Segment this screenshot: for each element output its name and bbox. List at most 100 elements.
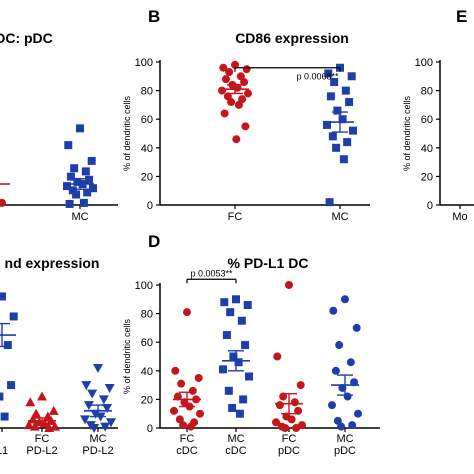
data-point — [335, 341, 344, 350]
data-point — [24, 420, 34, 430]
x-tick-label: cDC — [225, 445, 246, 457]
x-tick-label: MC — [336, 433, 353, 445]
data-point — [331, 366, 340, 375]
data-point — [65, 199, 74, 208]
x-tick-label: Mo — [452, 211, 467, 223]
data-point — [177, 379, 186, 388]
series-0 — [63, 124, 97, 208]
significance-annotation: p 0.0053** — [186, 268, 237, 284]
data-point — [245, 372, 253, 381]
x-tick-label: cDC — [176, 445, 197, 457]
significance-annotation: p 0.0068** — [234, 67, 341, 82]
data-point — [102, 403, 113, 413]
data-point — [93, 363, 103, 373]
x-tick-label: FC — [282, 433, 297, 445]
x-tick-label: PD-L2 — [26, 445, 57, 457]
panel-title: % PD-L1 DC — [228, 255, 309, 271]
data-point — [220, 109, 229, 118]
p-value-label: p 0.0068** — [296, 72, 339, 82]
data-point — [222, 331, 231, 340]
data-point — [228, 403, 237, 412]
data-point — [179, 421, 188, 430]
data-point — [234, 100, 243, 109]
data-point — [0, 292, 6, 301]
data-point — [63, 182, 71, 191]
data-point — [50, 421, 60, 431]
x-tick-label: FC — [180, 433, 195, 445]
data-point — [83, 401, 94, 411]
y-tick-label: 40 — [421, 143, 433, 155]
data-point — [66, 172, 75, 181]
data-point — [31, 408, 42, 418]
y-tick-label: 0 — [147, 200, 153, 212]
data-point — [341, 86, 350, 95]
data-point — [72, 190, 81, 199]
data-point — [352, 323, 361, 332]
data-point — [89, 424, 100, 433]
data-point — [7, 381, 16, 390]
data-point — [87, 156, 96, 165]
series-0 — [0, 292, 18, 421]
y-tick-label: 80 — [141, 86, 153, 98]
x-tick-label: FC — [228, 211, 243, 223]
data-point — [232, 135, 241, 144]
data-point — [85, 175, 94, 184]
series-1 — [24, 391, 60, 432]
y-tick-label: 40 — [141, 143, 153, 155]
data-point — [48, 405, 59, 415]
y-tick-label: 80 — [141, 309, 153, 321]
data-point — [296, 381, 305, 390]
data-point — [345, 98, 354, 107]
data-point — [333, 106, 342, 115]
data-point — [341, 295, 349, 304]
data-point — [81, 381, 92, 391]
data-point — [339, 155, 348, 164]
data-point — [64, 141, 73, 150]
y-tick-label: 20 — [141, 394, 153, 406]
x-tick-label: pDC — [278, 445, 300, 457]
x-tick-label: FC — [35, 433, 50, 445]
data-point — [243, 301, 252, 310]
data-point — [349, 126, 357, 135]
y-tick-label: 20 — [141, 171, 153, 183]
data-point — [275, 401, 284, 410]
x-tick-label: pDC — [334, 445, 356, 457]
data-point — [348, 421, 357, 430]
data-point — [106, 418, 116, 428]
y-tick-label: 60 — [421, 114, 433, 126]
data-point — [9, 312, 18, 321]
data-point — [239, 395, 248, 404]
data-point — [100, 422, 111, 432]
data-point — [221, 75, 230, 84]
series-1 — [219, 295, 253, 418]
data-point — [81, 167, 90, 176]
data-point — [324, 69, 333, 78]
y-tick-label: 20 — [421, 171, 433, 183]
data-point — [44, 423, 55, 432]
y-axis-label: % of dendritic cells — [122, 318, 132, 394]
data-point — [354, 409, 362, 418]
data-point — [104, 383, 115, 393]
data-point — [325, 198, 334, 207]
y-tick-label: 80 — [421, 86, 433, 98]
data-point — [242, 65, 251, 74]
data-point — [73, 177, 82, 186]
data-point — [220, 298, 229, 307]
data-point — [281, 424, 290, 432]
x-tick-label: MC — [71, 211, 88, 223]
x-tick-label: MC — [227, 433, 244, 445]
data-point — [70, 164, 79, 173]
data-point — [171, 366, 180, 375]
data-point — [241, 341, 250, 350]
data-point — [232, 295, 240, 304]
data-point — [343, 138, 352, 147]
data-point — [290, 398, 299, 407]
data-point — [219, 365, 227, 374]
data-point — [332, 143, 341, 152]
data-point — [170, 406, 178, 415]
data-point — [273, 352, 282, 361]
panel-letter: E — [456, 7, 467, 26]
panel-title: DC: pDC — [0, 30, 53, 46]
panel-e: E 0 20 40 60 80 100 % of dendritic cells Mo — [402, 7, 474, 223]
